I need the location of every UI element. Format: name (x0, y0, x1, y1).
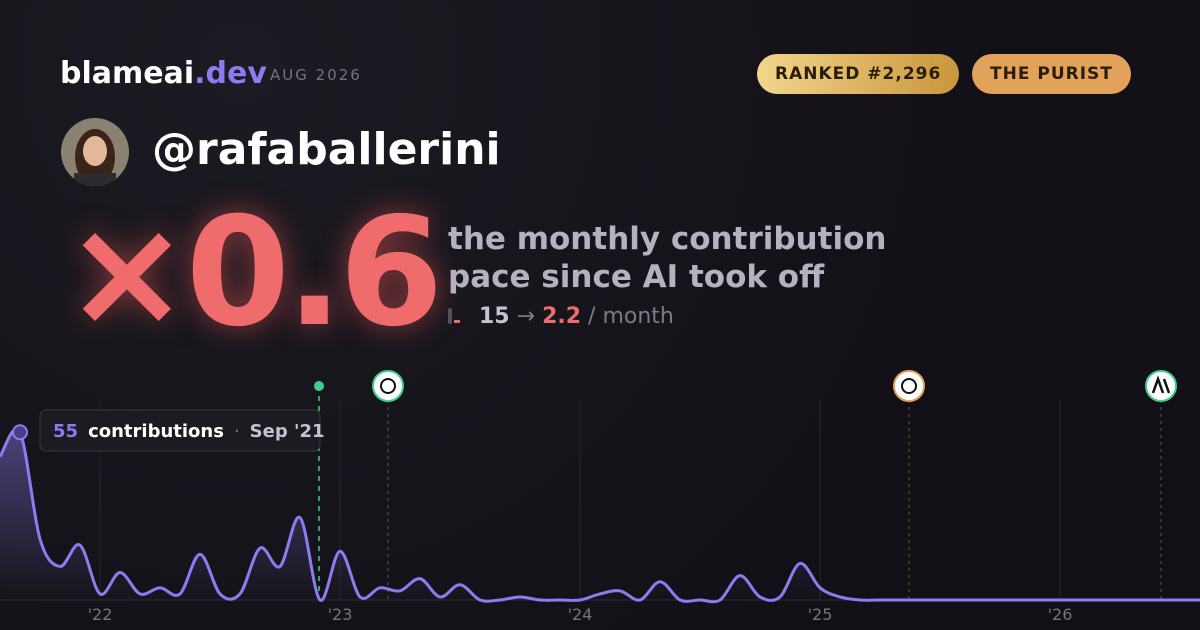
event-icon (893, 370, 925, 402)
pace: 15 → 2.2 / month (448, 304, 674, 329)
x-tick-label: '26 (1048, 605, 1073, 624)
caption: the monthly contribution pace since AI to… (448, 220, 886, 296)
tooltip: 55 contributions · Sep '21 (39, 409, 325, 452)
event-icon (372, 370, 404, 402)
caption-line: pace since AI took off (448, 259, 825, 295)
pace-after: 2.2 (542, 304, 582, 329)
event-icon (1145, 370, 1177, 402)
pace-icon (454, 320, 460, 323)
tooltip-box (39, 409, 321, 452)
brand-tld: .dev (194, 56, 267, 91)
multiplier: ×0.6 (64, 186, 443, 360)
tooltip-value: 55 (53, 421, 78, 442)
arrow: → (516, 304, 536, 329)
chart: '22 '23 '24 '25 '26 55 contributions · Sep '21 (0, 370, 1200, 624)
tooltip-sep: · (234, 421, 240, 442)
area (0, 429, 1200, 602)
tooltip-date: Sep '21 (250, 421, 325, 442)
x-tick-label: '24 (568, 605, 593, 624)
pace-icon (448, 308, 452, 324)
unit: / month (588, 304, 674, 329)
date: AUG 2026 (270, 66, 362, 84)
caption-line: the monthly contribution (448, 221, 887, 257)
title-badge: THE PURIST (972, 54, 1131, 94)
line (0, 427, 1200, 604)
x-tick-label: '25 (808, 605, 833, 624)
brand-name: blameai (60, 56, 195, 91)
pace-before: 15 (479, 304, 510, 329)
brand: blameai.dev (60, 56, 267, 91)
x-tick-label: '23 (328, 605, 353, 624)
x-tick-label: '22 (88, 605, 113, 624)
handle: @rafaballerini (152, 124, 501, 175)
rank-badge: RANKED #2,296 (757, 54, 960, 94)
event-dot (314, 381, 324, 391)
tooltip-point (12, 424, 28, 441)
tooltip-label: contributions (88, 421, 224, 442)
tooltip-text: 55 contributions · Sep '21 (53, 421, 325, 442)
avatar (61, 118, 129, 186)
